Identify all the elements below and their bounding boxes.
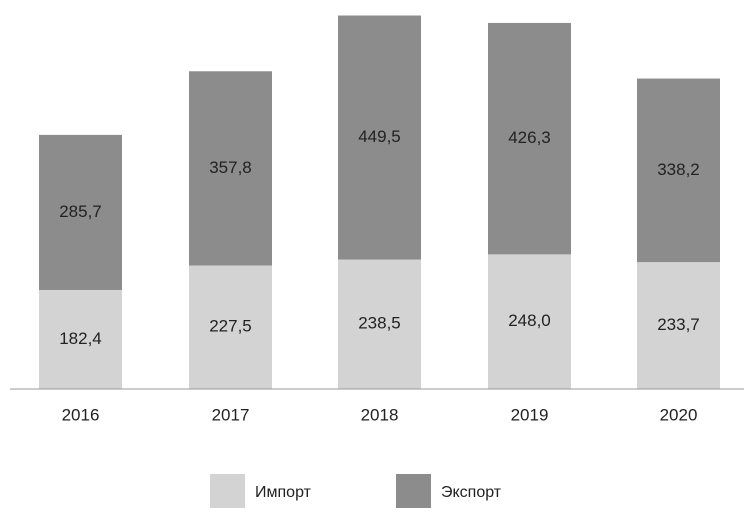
bar-segment xyxy=(338,15,421,260)
value-label: 238,5 xyxy=(358,314,401,333)
value-label: 426,3 xyxy=(508,128,551,147)
value-label: 233,7 xyxy=(657,315,700,334)
x-tick-label: 2016 xyxy=(62,405,100,424)
legend-swatch xyxy=(210,474,245,508)
bar-segment xyxy=(189,265,272,389)
bar-segment xyxy=(39,134,122,290)
legend-label: Экспорт xyxy=(441,484,502,501)
bar-segment xyxy=(637,262,720,389)
x-tick-label: 2019 xyxy=(511,405,549,424)
legend-swatch xyxy=(396,474,431,508)
value-label: 449,5 xyxy=(358,127,401,146)
legend-label: Импорт xyxy=(255,484,312,501)
x-tick-label: 2018 xyxy=(361,405,399,424)
value-label: 227,5 xyxy=(209,317,252,336)
x-tick-label: 2020 xyxy=(660,405,698,424)
value-label: 248,0 xyxy=(508,311,551,330)
bar-segment xyxy=(488,22,571,255)
value-label: 285,7 xyxy=(59,202,102,221)
bar-segment xyxy=(637,78,720,263)
value-label: 338,2 xyxy=(657,160,700,179)
bar-segment xyxy=(189,71,272,266)
x-tick-label: 2017 xyxy=(212,405,250,424)
value-label: 182,4 xyxy=(59,329,102,348)
bar-segment xyxy=(39,289,122,389)
bar-segment xyxy=(338,259,421,389)
value-label: 357,8 xyxy=(209,158,252,177)
bar-segment xyxy=(488,254,571,389)
